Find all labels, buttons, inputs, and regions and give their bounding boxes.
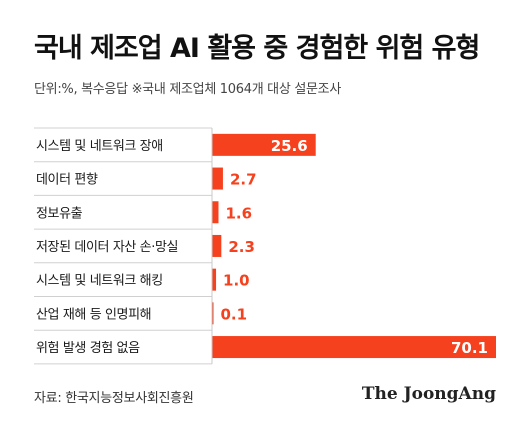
category-label: 시스템 및 네트워크 장애 <box>36 139 163 154</box>
bar <box>212 133 316 156</box>
bar <box>212 336 496 359</box>
bar <box>212 167 223 190</box>
brand-logo: The JoongAng <box>361 384 496 404</box>
bar <box>212 201 219 224</box>
chart-subtitle: 단위:%, 복수응답 ※국내 제조업체 1064개 대상 설문조사 <box>34 82 341 97</box>
value-label: 2.7 <box>230 171 257 189</box>
category-label: 산업 재해 등 인명피해 <box>36 307 151 322</box>
value-label: 1.6 <box>225 204 252 222</box>
bar <box>212 302 214 325</box>
chart-title: 국내 제조업 AI 활용 중 경험한 위험 유형 <box>34 33 480 64</box>
category-label: 위험 발생 경험 없음 <box>36 341 140 356</box>
value-label: 25.6 <box>271 137 308 155</box>
category-label: 정보유출 <box>36 206 83 221</box>
bar <box>212 268 217 291</box>
source-note: 자료: 한국지능정보사회진흥원 <box>34 391 194 406</box>
category-label: 저장된 데이터 자산 손·망실 <box>36 240 178 255</box>
value-label: 70.1 <box>451 339 488 357</box>
value-label: 2.3 <box>228 238 255 256</box>
value-label: 0.1 <box>221 305 248 323</box>
category-label: 시스템 및 네트워크 해킹 <box>36 274 163 289</box>
bar <box>212 234 222 257</box>
category-label: 데이터 편향 <box>36 173 98 188</box>
value-label: 1.0 <box>223 272 250 290</box>
